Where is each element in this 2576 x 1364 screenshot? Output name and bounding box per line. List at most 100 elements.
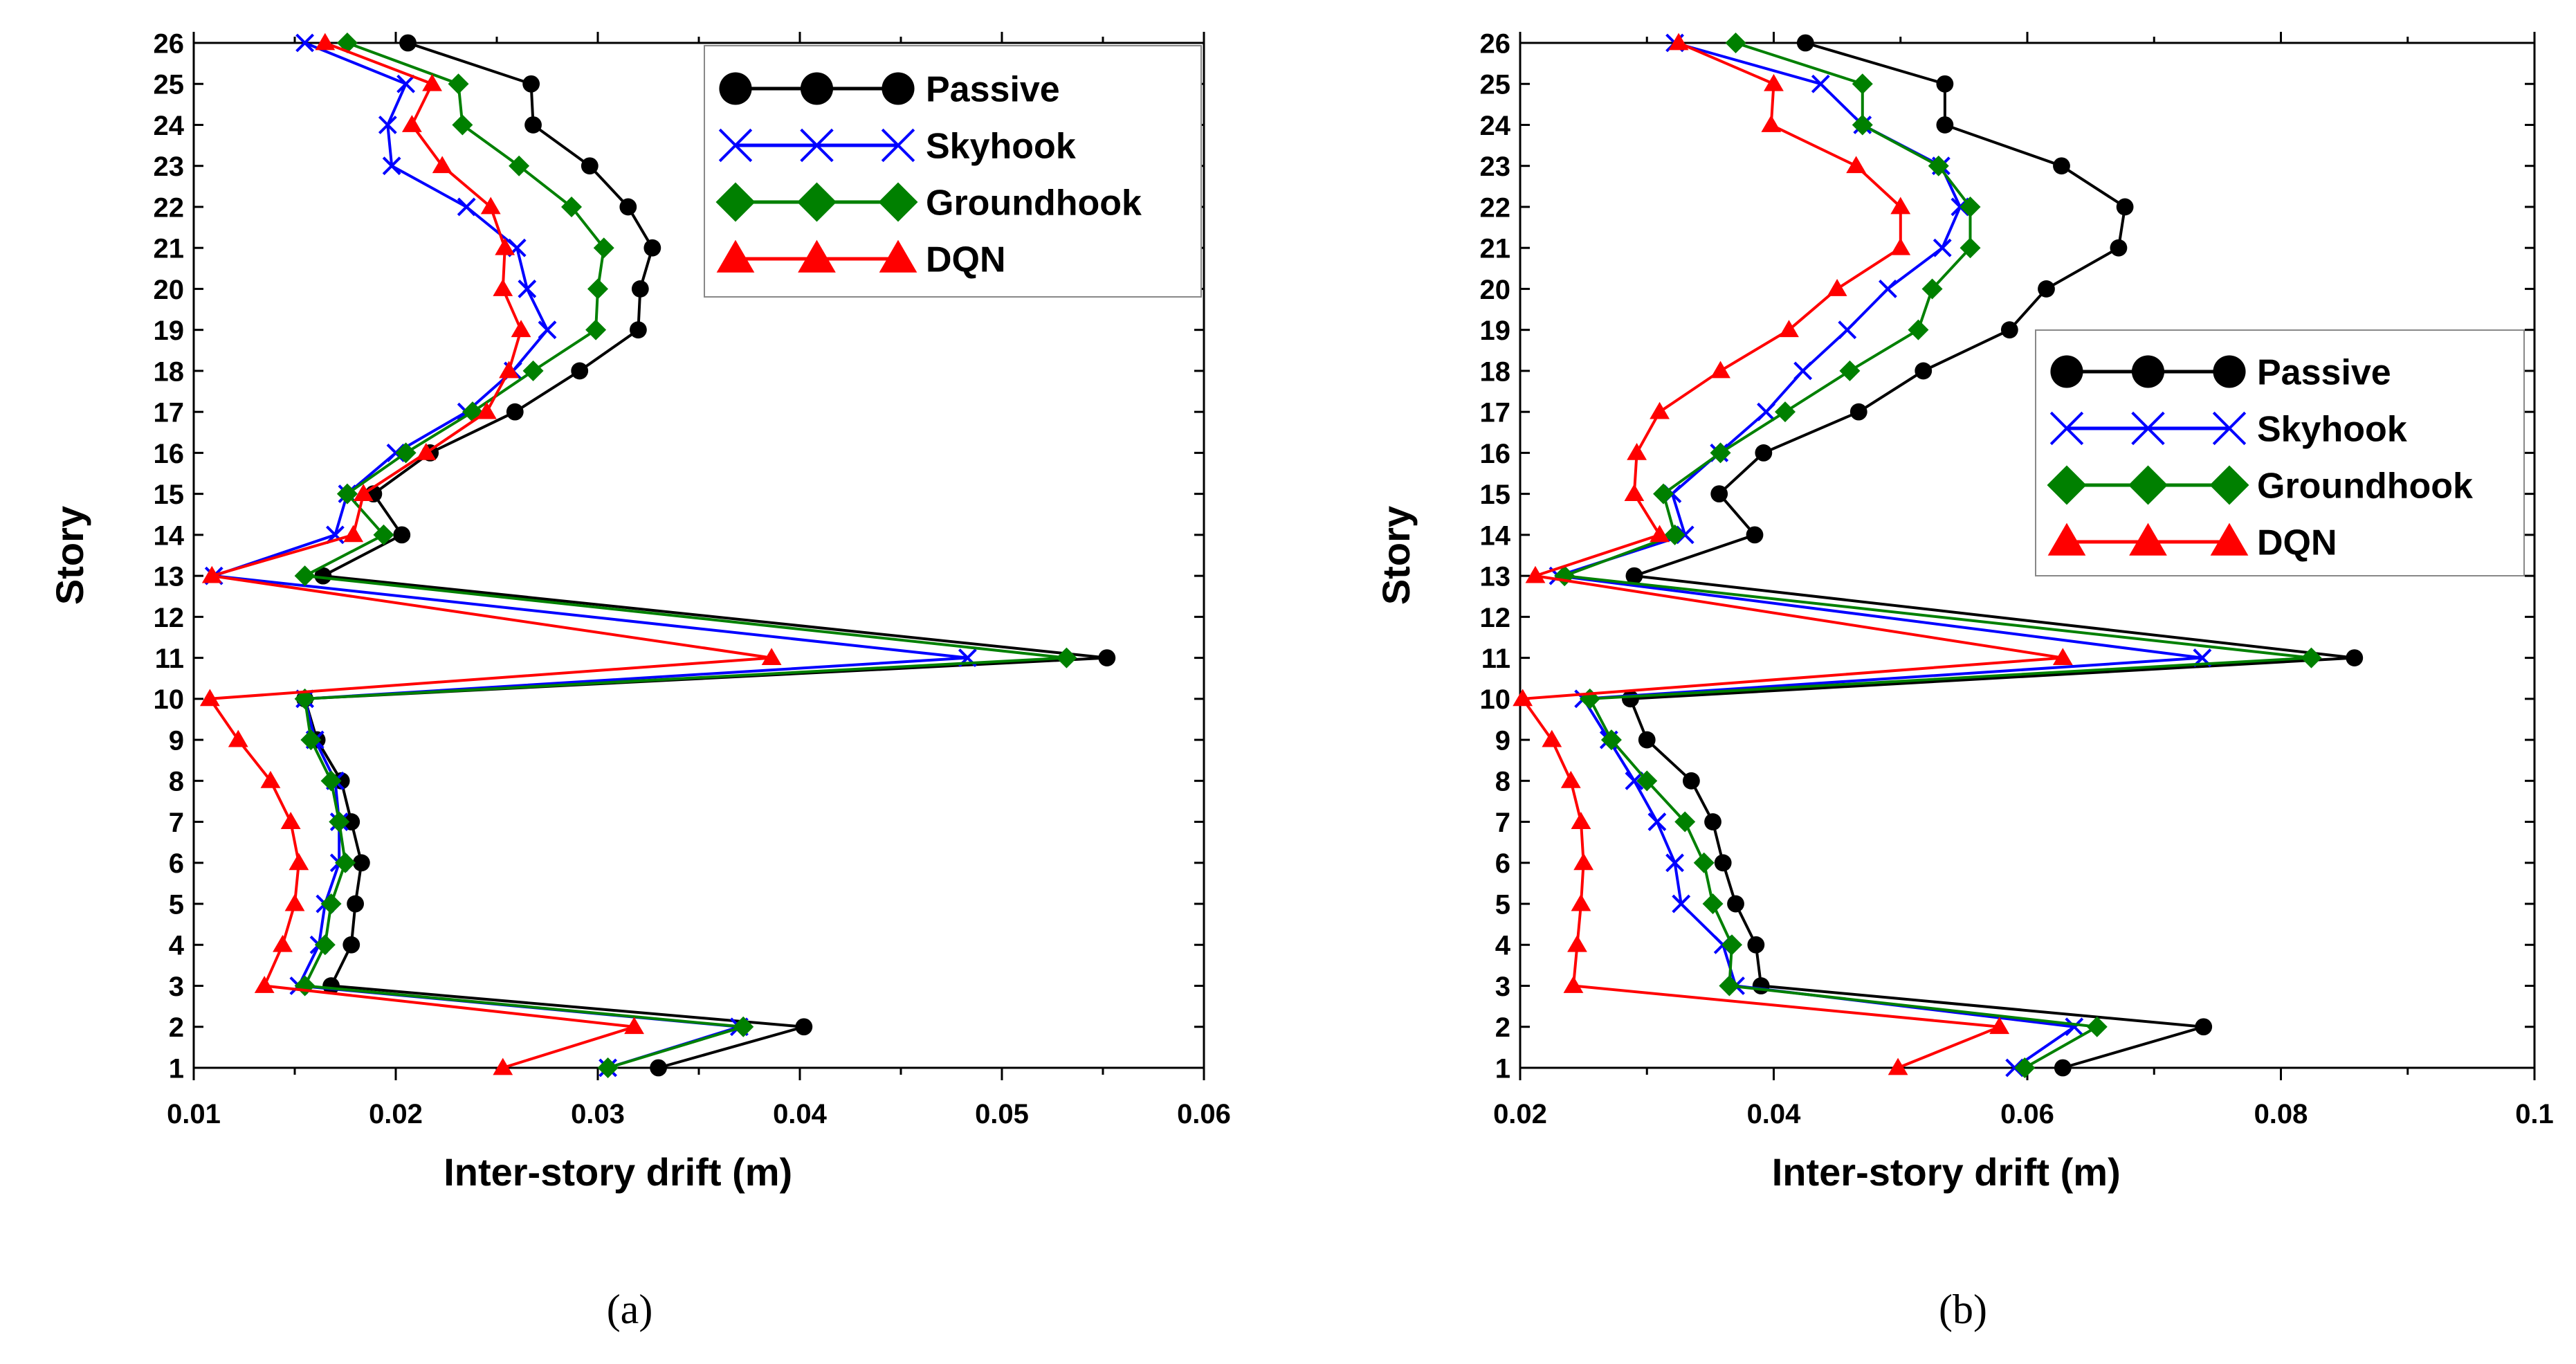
data-point-skyhook [382, 156, 401, 176]
data-point-dqn [1513, 689, 1533, 707]
y-tick-label: 1 [169, 1053, 184, 1084]
legend-marker-skyhook [2212, 411, 2247, 446]
y-tick-label: 13 [1480, 562, 1511, 592]
data-point-dqn [1567, 934, 1587, 952]
y-tick-label: 14 [1480, 520, 1511, 551]
y-tick-label: 25 [1480, 70, 1511, 100]
y-tick-label: 8 [1495, 767, 1510, 797]
data-point-dqn [499, 361, 519, 379]
y-tick-label: 9 [169, 725, 184, 756]
data-point-passive [1704, 813, 1721, 830]
data-point-skyhook [1672, 894, 1691, 913]
data-point-passive [1752, 977, 1770, 994]
data-point-dqn [273, 934, 293, 952]
panel-caption: (a) [607, 1286, 653, 1332]
data-point-skyhook [1647, 812, 1667, 831]
x-tick-label: 0.03 [571, 1099, 625, 1129]
data-point-skyhook [295, 33, 315, 53]
data-point-skyhook [1793, 361, 1813, 381]
legend-marker-passive [2213, 355, 2246, 388]
data-point-dqn [1989, 1017, 2010, 1035]
y-tick-label: 6 [1495, 848, 1510, 879]
legend-label-skyhook: Skyhook [2257, 410, 2407, 450]
data-point-skyhook [1811, 74, 1830, 93]
data-point-dqn [493, 1057, 513, 1075]
y-tick-label: 24 [1480, 111, 1511, 141]
data-point-passive [2000, 321, 2018, 339]
y-tick-label: 1 [1495, 1053, 1510, 1084]
data-point-skyhook [378, 116, 397, 134]
y-tick-label: 24 [154, 111, 185, 141]
data-point-groundhook [1908, 319, 1929, 340]
data-point-dqn [1650, 525, 1670, 543]
data-point-groundhook [373, 524, 394, 545]
series-passive [1622, 34, 2364, 1077]
y-tick-label: 22 [154, 192, 185, 223]
data-point-dqn [228, 729, 248, 747]
data-point-passive [1755, 444, 1773, 462]
data-point-dqn [416, 443, 437, 460]
x-tick-label: 0.1 [2515, 1099, 2554, 1129]
data-point-dqn [1846, 156, 1867, 174]
x-tick-label: 0.05 [975, 1099, 1029, 1129]
legend-label-groundhook: Groundhook [926, 183, 1142, 224]
y-tick-label: 8 [169, 767, 184, 797]
data-point-skyhook [1838, 320, 1857, 340]
data-point-dqn [495, 237, 515, 255]
data-point-groundhook [294, 975, 316, 997]
data-point-dqn [1890, 197, 1911, 215]
x-tick-label: 0.01 [167, 1099, 221, 1129]
legend-marker-dqn [2047, 522, 2086, 556]
data-point-passive [1936, 75, 1954, 93]
data-point-dqn [422, 73, 442, 91]
data-point-dqn [511, 320, 531, 338]
data-point-groundhook [509, 155, 530, 176]
data-point-passive [342, 813, 360, 830]
data-point-dqn [1650, 401, 1670, 419]
data-point-passive [347, 895, 364, 913]
data-point-passive [581, 157, 599, 175]
data-point-skyhook [396, 74, 416, 93]
legend-marker-dqn [2210, 522, 2249, 556]
y-tick-label: 23 [1480, 152, 1511, 182]
data-point-dqn [1627, 443, 1647, 460]
y-tick-label: 3 [169, 972, 184, 1002]
data-point-dqn [1668, 33, 1689, 51]
data-point-passive [1682, 772, 1700, 790]
series-dqn [199, 33, 782, 1075]
y-tick-label: 11 [1481, 644, 1510, 674]
y-tick-label: 21 [1480, 234, 1511, 264]
data-point-groundhook [448, 73, 469, 95]
data-point-skyhook [1665, 853, 1684, 873]
data-point-passive [650, 1059, 667, 1077]
data-point-groundhook [587, 278, 608, 300]
y-tick-label: 10 [1480, 684, 1511, 715]
data-point-passive [631, 280, 649, 298]
data-point-dqn [284, 893, 305, 911]
data-point-skyhook [538, 320, 557, 340]
data-point-groundhook [585, 319, 607, 340]
y-tick-label: 16 [1480, 439, 1511, 469]
x-tick-label: 0.02 [1493, 1099, 1547, 1129]
data-point-passive [2346, 649, 2364, 666]
data-point-groundhook [1702, 893, 1724, 915]
data-point-groundhook [1674, 811, 1696, 833]
y-tick-label: 5 [1495, 889, 1510, 920]
data-point-dqn [289, 853, 309, 871]
data-point-dqn [493, 279, 513, 296]
data-point-dqn [343, 525, 364, 543]
data-point-groundhook [294, 565, 316, 587]
data-point-groundhook [335, 852, 356, 873]
legend-marker-skyhook [800, 128, 834, 163]
legend-marker-dqn [879, 239, 917, 273]
y-tick-label: 4 [169, 931, 185, 961]
data-point-dqn [2052, 648, 2073, 665]
data-point-dqn [1560, 770, 1581, 788]
data-point-passive [522, 75, 540, 93]
legend-label-passive: Passive [926, 70, 1060, 110]
data-point-groundhook [2301, 647, 2322, 669]
data-point-groundhook [1653, 483, 1674, 504]
y-tick-label: 9 [1495, 725, 1510, 756]
data-point-passive [2053, 157, 2070, 175]
data-point-dqn [1764, 73, 1784, 91]
